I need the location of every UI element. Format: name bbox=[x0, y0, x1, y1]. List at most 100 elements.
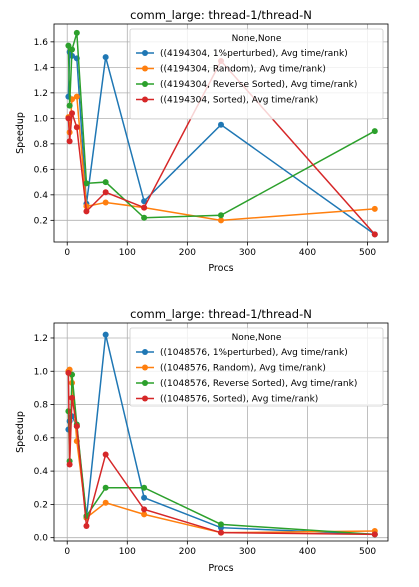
data-point bbox=[73, 423, 80, 430]
data-point bbox=[102, 189, 109, 196]
y-tick-label: 1.6 bbox=[34, 38, 49, 48]
legend-item-2: ((4194304, Random), Avg time/rank) bbox=[136, 65, 326, 75]
y-tick-label: 0.4 bbox=[34, 191, 49, 201]
data-point bbox=[66, 461, 73, 468]
y-tick-label: 1.4 bbox=[34, 63, 49, 73]
legend-swatch-marker bbox=[142, 364, 148, 371]
x-tick-label: 500 bbox=[359, 547, 376, 557]
x-tick-label: 500 bbox=[359, 248, 376, 258]
chart-title: comm_large: thread-1/thread-N bbox=[130, 307, 312, 321]
data-point bbox=[141, 484, 148, 491]
legend-box bbox=[129, 28, 384, 120]
plot-frame bbox=[53, 23, 389, 243]
legend-swatch-marker bbox=[142, 349, 148, 355]
legend-label: ((1048576, Random), Avg time/rank) bbox=[160, 364, 326, 374]
y-tick-label: 1.2 bbox=[34, 334, 48, 344]
legend-title: None,None bbox=[232, 34, 282, 44]
legend-label: ((4194304, Random), Avg time/rank) bbox=[160, 65, 326, 75]
data-point bbox=[218, 121, 224, 128]
data-point bbox=[102, 179, 109, 186]
legend-item-3: ((4194304, Reverse Sorted), Avg time/ran… bbox=[136, 80, 357, 90]
data-point bbox=[102, 199, 109, 206]
data-point bbox=[65, 369, 72, 376]
x-tick-label: 400 bbox=[299, 248, 316, 258]
x-tick-label: 200 bbox=[179, 248, 196, 258]
y-tick-label: 1.0 bbox=[34, 367, 49, 377]
data-point bbox=[83, 180, 90, 187]
data-point bbox=[65, 42, 72, 49]
data-point bbox=[218, 521, 224, 528]
legend-box bbox=[129, 327, 384, 407]
y-tick-label: 0.8 bbox=[34, 140, 49, 150]
data-point bbox=[65, 115, 72, 122]
legend-label: ((1048576, Reverse Sorted), Avg time/ran… bbox=[160, 379, 357, 389]
legend-item-1: ((4194304, 1%perturbed), Avg time/rank) bbox=[136, 49, 348, 59]
x-tick-label: 0 bbox=[64, 248, 70, 258]
y-tick-label: 1.2 bbox=[34, 89, 48, 99]
legend-title: None,None bbox=[232, 333, 282, 343]
series-3 bbox=[65, 29, 378, 221]
data-point bbox=[102, 54, 109, 61]
data-point bbox=[371, 231, 378, 238]
data-point bbox=[141, 198, 148, 205]
legend-item-4: ((1048576, Sorted), Avg time/rank) bbox=[136, 395, 318, 405]
data-point bbox=[141, 214, 148, 221]
data-point bbox=[102, 499, 109, 506]
legend-swatch-marker bbox=[142, 50, 148, 56]
legend-item-3: ((1048576, Reverse Sorted), Avg time/ran… bbox=[136, 379, 357, 389]
data-point bbox=[83, 523, 90, 530]
data-point bbox=[371, 531, 378, 538]
x-tick-label: 200 bbox=[179, 547, 196, 557]
x-tick-label: 100 bbox=[119, 547, 136, 557]
data-point bbox=[73, 93, 80, 100]
legend-swatch-marker bbox=[142, 96, 148, 103]
legend: None,None ((4194304, 1%perturbed), Avg ti… bbox=[129, 28, 384, 120]
series-4 bbox=[65, 369, 378, 538]
y-tick-label: 0.2 bbox=[34, 216, 48, 226]
data-point bbox=[218, 529, 224, 536]
legend-label: ((4194304, Reverse Sorted), Avg time/ran… bbox=[160, 80, 357, 90]
legend-label: ((1048576, 1%perturbed), Avg time/rank) bbox=[160, 348, 348, 358]
legend-swatch-marker bbox=[142, 81, 148, 87]
data-point bbox=[102, 484, 109, 491]
legend: None,None ((1048576, 1%perturbed), Avg ti… bbox=[129, 327, 384, 407]
data-point bbox=[371, 205, 378, 212]
data-point bbox=[141, 494, 148, 501]
legend-swatch-marker bbox=[142, 395, 148, 402]
legend-item-4: ((4194304, Sorted), Avg time/rank) bbox=[136, 96, 318, 106]
data-point bbox=[218, 217, 224, 224]
data-point bbox=[141, 204, 148, 211]
data-point bbox=[69, 46, 76, 53]
legend-swatch-marker bbox=[142, 65, 148, 72]
x-axis-label: Procs bbox=[208, 563, 233, 574]
x-tick-label: 400 bbox=[299, 547, 316, 557]
plot-frame bbox=[53, 322, 389, 542]
x-tick-label: 300 bbox=[239, 547, 256, 557]
y-tick-label: 0.4 bbox=[34, 467, 49, 477]
y-tick-label: 0.8 bbox=[34, 401, 49, 411]
y-tick-label: 0.6 bbox=[34, 434, 49, 444]
legend-item-2: ((1048576, Random), Avg time/rank) bbox=[136, 364, 326, 374]
data-point bbox=[102, 331, 109, 338]
data-point bbox=[218, 212, 224, 219]
data-point bbox=[69, 110, 76, 117]
data-point bbox=[73, 29, 80, 36]
data-point bbox=[83, 208, 90, 215]
data-point bbox=[371, 128, 378, 135]
data-point bbox=[102, 451, 109, 458]
legend-label: ((4194304, Sorted), Avg time/rank) bbox=[160, 96, 318, 106]
legend-swatch-marker bbox=[142, 380, 148, 386]
y-tick-label: 0.0 bbox=[34, 534, 49, 544]
x-tick-label: 0 bbox=[64, 547, 70, 557]
legend-label: ((4194304, 1%perturbed), Avg time/rank) bbox=[160, 49, 348, 59]
y-tick-label: 0.2 bbox=[34, 500, 48, 510]
legend-label: ((1048576, Sorted), Avg time/rank) bbox=[160, 395, 318, 405]
y-axis-label: Speedup bbox=[15, 411, 26, 453]
y-tick-label: 0.6 bbox=[34, 165, 49, 175]
x-axis-label: Procs bbox=[208, 263, 233, 274]
chart-panel-1: 0 100 200 300 400 500 0.2 0.4 0.6 0.8 1.0 1.2 1.4 1.6… bbox=[15, 8, 389, 274]
data-point bbox=[66, 102, 73, 109]
data-point bbox=[69, 394, 76, 401]
